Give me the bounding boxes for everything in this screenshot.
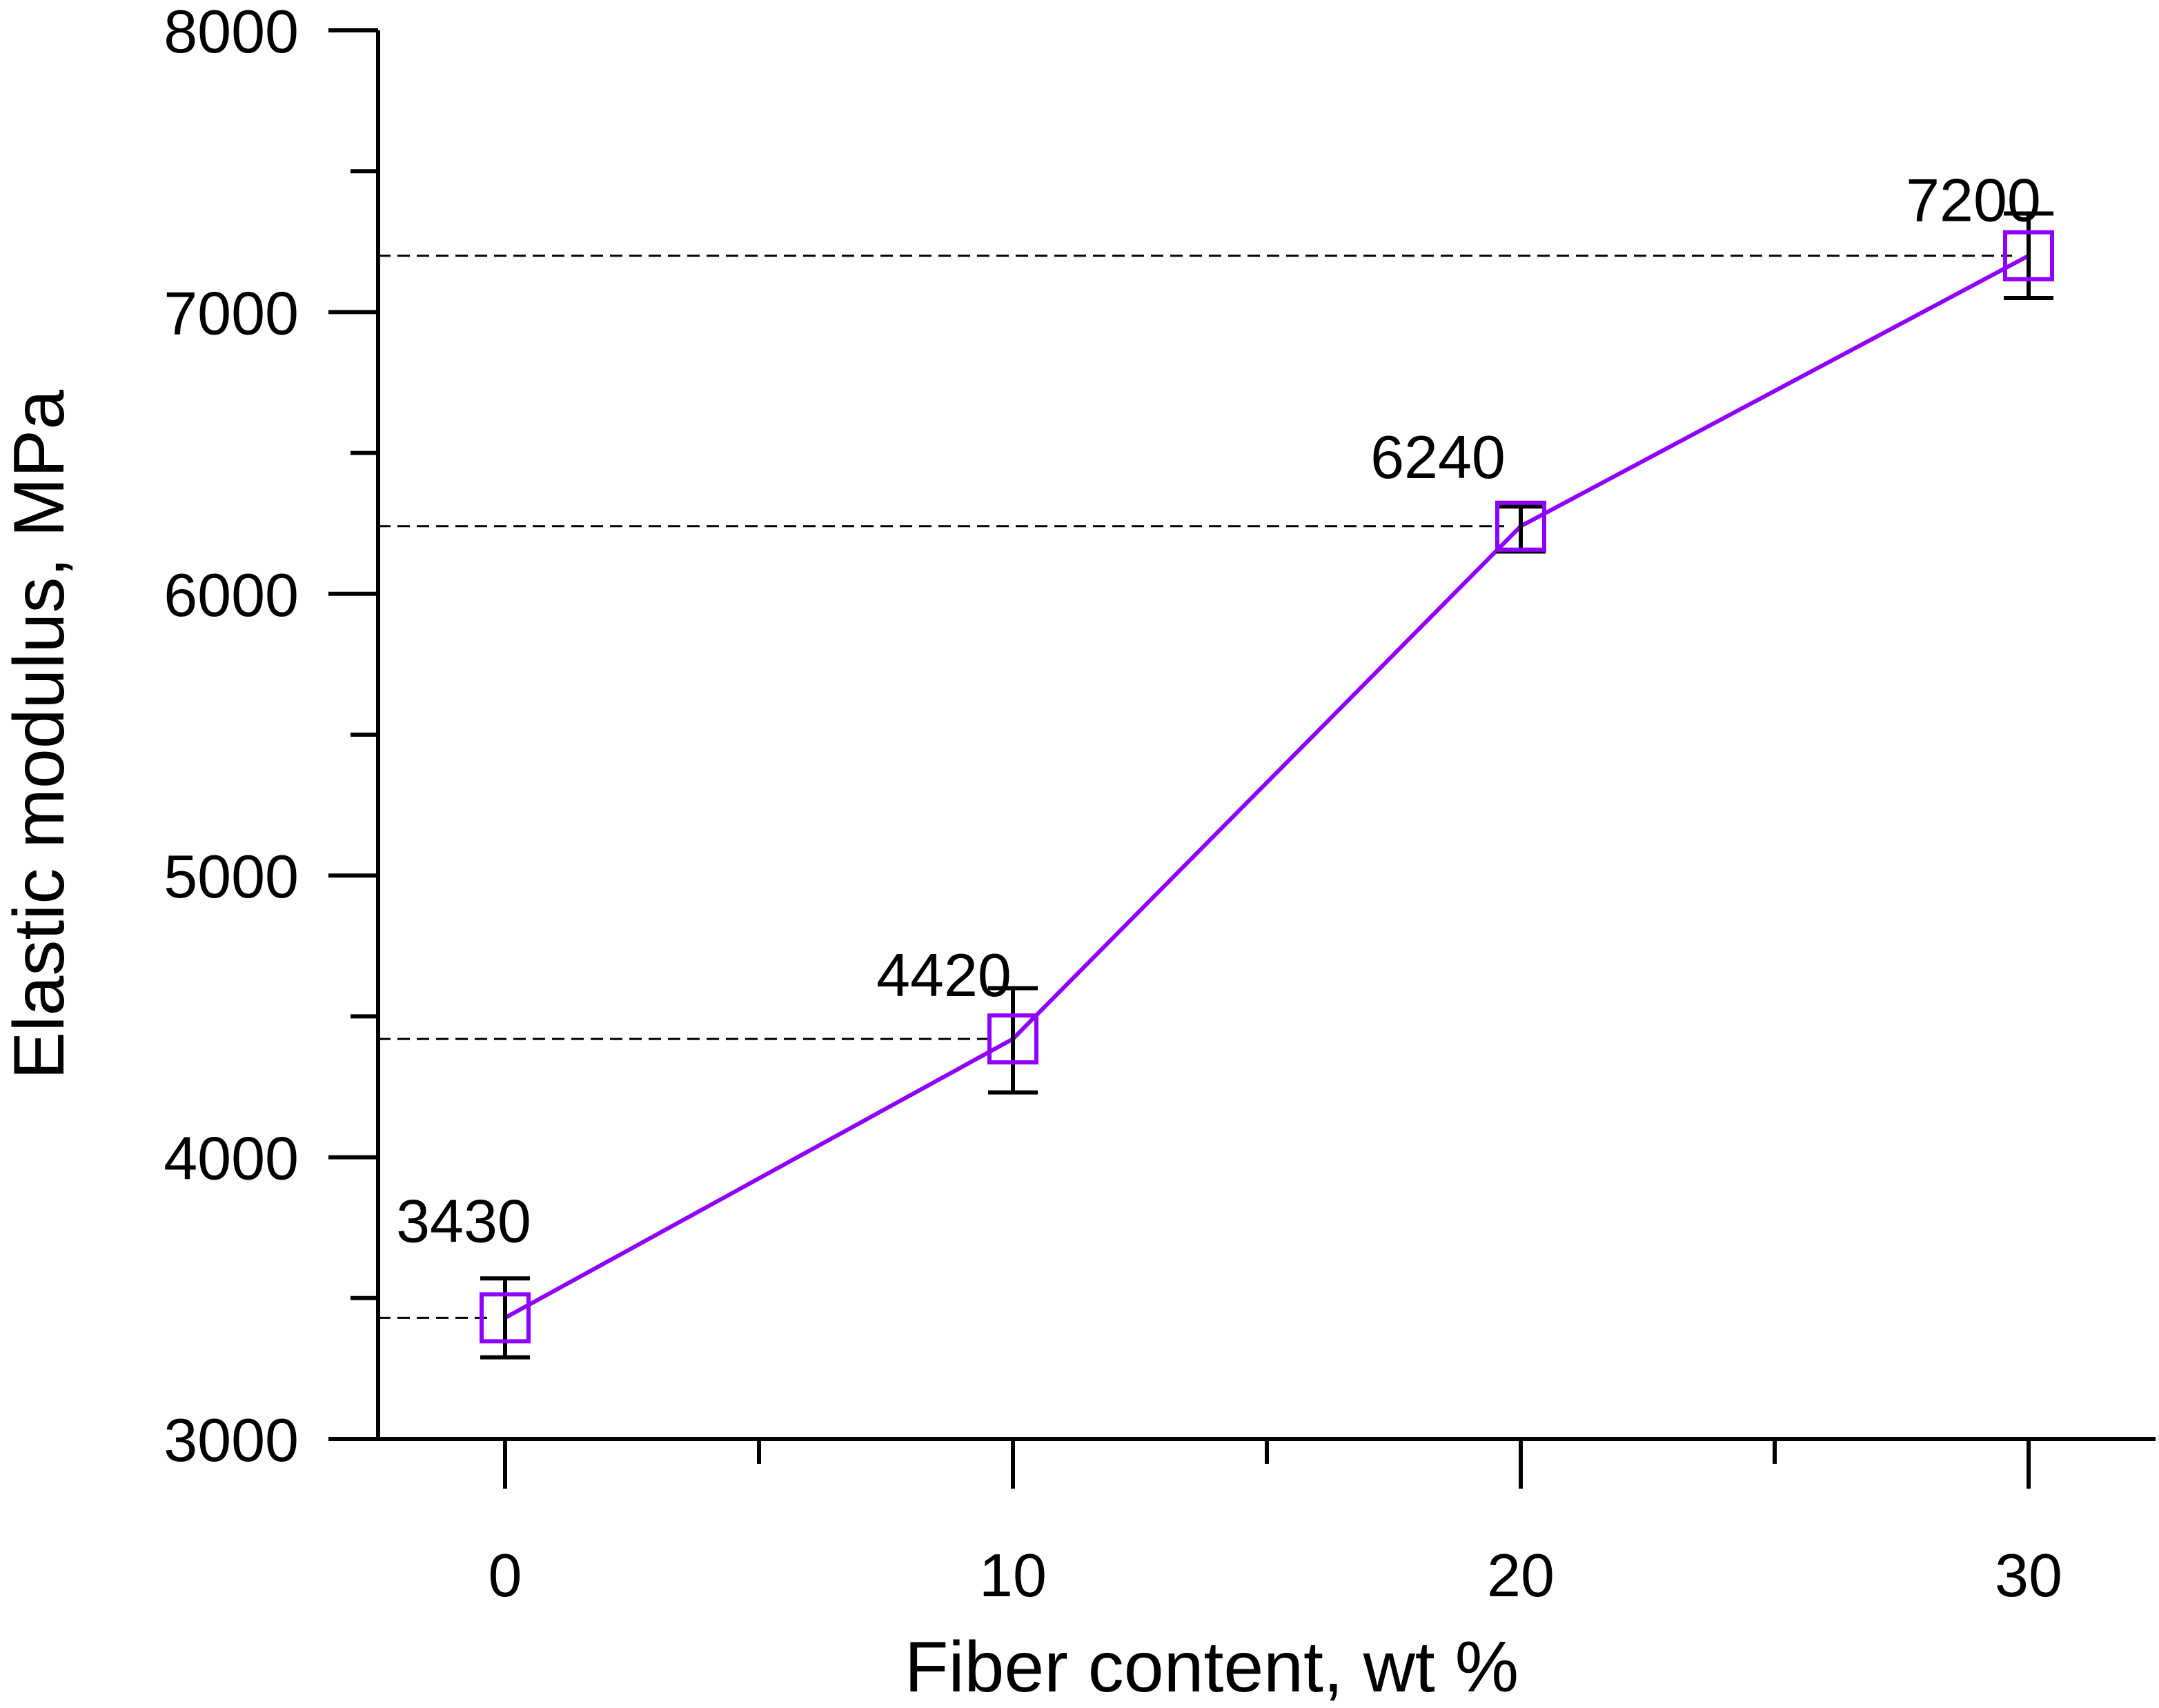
series-layer bbox=[480, 211, 2054, 1360]
data-value-label: 7200 bbox=[1906, 166, 2041, 235]
y-tick-label: 7000 bbox=[164, 279, 299, 347]
x-tick-label: 10 bbox=[979, 1541, 1047, 1609]
data-point-marker bbox=[987, 1013, 1038, 1065]
y-tick-label: 4000 bbox=[164, 1124, 299, 1193]
x-tick-label: 20 bbox=[1487, 1541, 1555, 1609]
data-value-label: 3430 bbox=[396, 1186, 531, 1255]
x-axis-ticks: 0 10 20 30 bbox=[489, 1439, 2062, 1609]
y-tick-label: 3000 bbox=[164, 1406, 299, 1474]
y-axis-title: Elastic modulus, MPa bbox=[0, 390, 79, 1080]
x-tick-label: 30 bbox=[1995, 1541, 2062, 1609]
y-tick-label: 8000 bbox=[164, 0, 299, 66]
x-tick-label: 0 bbox=[489, 1541, 522, 1609]
data-value-label: 6240 bbox=[1370, 423, 1506, 491]
reference-lines bbox=[378, 255, 2012, 1319]
y-tick-label: 5000 bbox=[164, 842, 299, 911]
y-axis-ticks: 3000 4000 5000 6000 7000 8000 bbox=[164, 0, 378, 1474]
data-value-label: 4420 bbox=[876, 941, 1012, 1009]
series-line bbox=[504, 254, 2030, 1320]
data-point-marker bbox=[1495, 500, 1546, 552]
data-point-marker bbox=[2003, 230, 2054, 281]
axes bbox=[376, 30, 2156, 1441]
data-annotations: 3430 4420 6240 7200 bbox=[396, 166, 2041, 1255]
y-tick-label: 6000 bbox=[164, 561, 299, 629]
x-axis-title: Fiber content, wt % bbox=[905, 1627, 1519, 1707]
data-point-marker bbox=[480, 1292, 531, 1344]
